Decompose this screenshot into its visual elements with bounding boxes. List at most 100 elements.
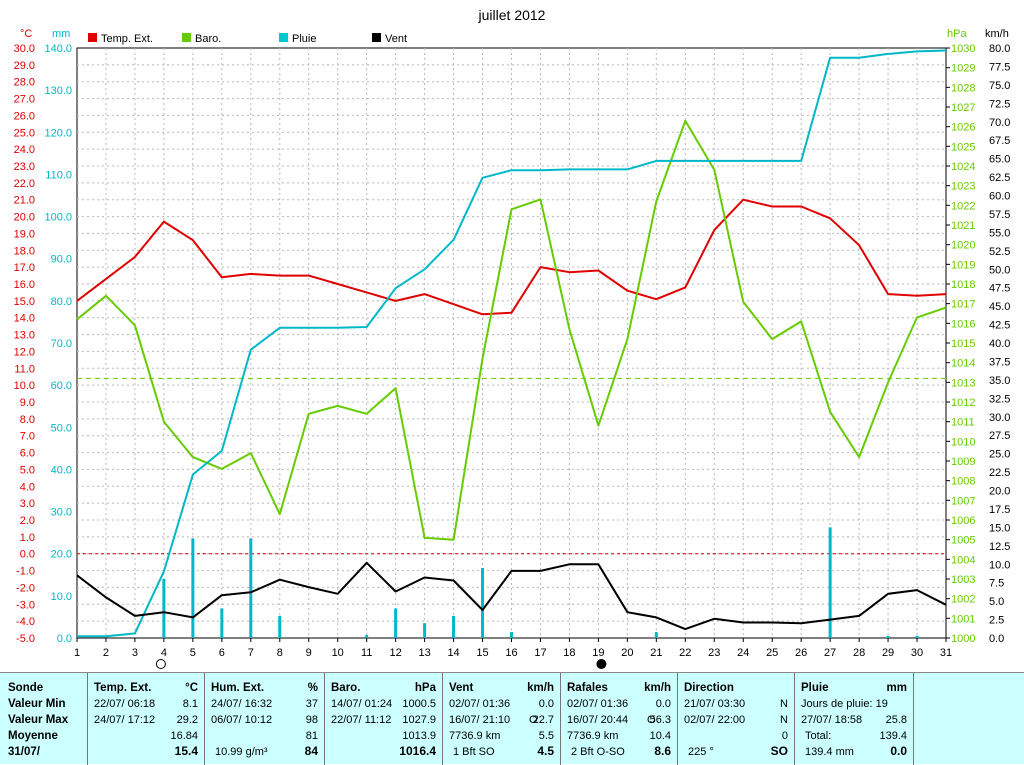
wind-tick-label: 40.0	[989, 338, 1010, 350]
rain-tick-label: 50.0	[51, 422, 72, 434]
rain-bars	[162, 527, 919, 638]
temp-current: 15.4	[174, 744, 198, 758]
legend-rain-swatch	[279, 33, 288, 42]
baro-axis-unit: hPa	[947, 28, 967, 40]
x-tick-label: 20	[621, 647, 633, 659]
series-line-temp	[76, 198, 947, 316]
temp-tick-label: 2.0	[20, 515, 35, 527]
gust-average: 10.4	[649, 730, 671, 742]
x-tick-label: 12	[390, 647, 402, 659]
x-tick-label: 7	[248, 647, 254, 659]
baro-tick-label: 1016	[951, 318, 975, 330]
wind-tick-label: 67.5	[989, 135, 1010, 147]
gust-max-direction: O	[647, 714, 656, 726]
x-tick-label: 26	[795, 647, 807, 659]
rain-unit: mm	[886, 682, 907, 694]
sonde-row-max: Valeur Max	[8, 714, 69, 726]
gust-current: 8.6	[654, 744, 671, 758]
gust-max-value: 56.3	[649, 714, 671, 726]
baro-tick-label: 1022	[951, 200, 975, 212]
rain-tick-label: 120.0	[44, 127, 72, 139]
baro-tick-label: 1005	[951, 535, 975, 547]
direction-header: Direction	[684, 682, 734, 694]
sonde-header: Sonde	[8, 682, 44, 694]
wind-tick-label: 60.0	[989, 191, 1010, 203]
wind-tick-label: 80.0	[989, 43, 1010, 55]
legend-baro-swatch	[182, 33, 191, 42]
rain-tick-label: 110.0	[45, 169, 72, 181]
rain-bar	[915, 635, 919, 638]
series-lines	[76, 49, 947, 638]
gust-distance: 7736.9 km	[567, 730, 619, 742]
baro-tick-label: 1010	[951, 436, 975, 448]
rain-bar	[510, 632, 513, 638]
rain-bar	[828, 527, 832, 638]
legend-wind-label: Vent	[385, 33, 407, 45]
wind-current: 4.5	[537, 744, 554, 758]
temp-tick-label: 20.0	[14, 212, 35, 224]
grid	[76, 47, 947, 639]
baro-min-value: 1000.5	[402, 698, 436, 710]
wind-section: Vent km/h 02/07/ 01:36 0.0 16/07/ 21:10 …	[443, 673, 561, 765]
wind-tick-label: 15.0	[989, 522, 1010, 534]
wind-tick-label: 0.0	[989, 633, 1004, 645]
temp-tick-label: 14.0	[14, 313, 35, 325]
x-tick-label: 23	[708, 647, 720, 659]
wind-axis-unit: km/h	[985, 28, 1009, 40]
x-tick-label: 18	[563, 647, 575, 659]
wind-tick-label: 75.0	[989, 80, 1010, 92]
wind-beaufort: 1 Bft SO	[453, 746, 495, 758]
wind-max-date: 16/07/ 21:10	[449, 714, 511, 726]
gust-header: Rafales	[567, 682, 608, 694]
temp-tick-label: -4.0	[16, 616, 35, 628]
wind-tick-label: 62.5	[989, 172, 1010, 184]
rain-bar	[191, 538, 195, 638]
baro-tick-label: 1002	[951, 594, 975, 606]
temp-tick-label: 29.0	[14, 60, 35, 72]
right-axes: 1000 1001 1002 1003 1004 1005 1006 1007 1008 1009…	[946, 43, 1010, 645]
rain-header: Pluie	[801, 682, 829, 694]
rain-bar	[452, 615, 456, 638]
wind-header: Vent	[449, 682, 474, 694]
left-axes: -5.0 -4.0 -3.0 -2.0 -1.0 0.0 1.0 2.0 3.0 4.0 5.0 6.…	[14, 43, 72, 645]
wind-tick-label: 20.0	[989, 486, 1010, 498]
humidity-section: Hum. Ext. % 24/07/ 16:32 37 06/07/ 10:12…	[205, 673, 325, 765]
baro-tick-label: 1023	[951, 181, 975, 193]
temp-tick-label: 28.0	[14, 77, 35, 89]
x-tick-label: 2	[103, 647, 109, 659]
legend-baro-label: Baro.	[195, 33, 221, 45]
wind-min-date: 02/07/ 01:36	[449, 698, 511, 710]
temp-tick-label: 12.0	[14, 346, 35, 358]
baro-tick-label: 1006	[951, 515, 975, 527]
sonde-row-current: 31/07/	[8, 746, 40, 758]
rain-current: 0.0	[890, 744, 907, 758]
temp-tick-label: 18.0	[14, 245, 35, 257]
chart-title: juillet 2012	[478, 7, 546, 23]
x-tick-label: 24	[737, 647, 749, 659]
temp-tick-label: 13.0	[14, 330, 35, 342]
wind-tick-label: 52.5	[989, 246, 1010, 258]
wind-unit: km/h	[527, 682, 554, 694]
wind-tick-label: 5.0	[989, 596, 1004, 608]
hum-min-date: 24/07/ 16:32	[211, 698, 273, 710]
x-tick-label: 8	[277, 647, 283, 659]
wind-average: 5.5	[538, 730, 554, 742]
rain-bar	[220, 608, 224, 638]
wind-tick-label: 30.0	[989, 412, 1010, 424]
wind-tick-label: 12.5	[989, 541, 1010, 553]
x-tick-label: 16	[505, 647, 517, 659]
baro-tick-label: 1015	[951, 338, 975, 350]
baro-tick-label: 1018	[951, 279, 975, 291]
wind-max-direction: O	[529, 714, 538, 726]
series-line-wind	[76, 561, 947, 631]
temp-average: 16.84	[170, 730, 198, 742]
direction-average: 0	[781, 730, 788, 742]
temp-header: Temp. Ext.	[94, 682, 152, 694]
direction-min-date: 21/07/ 03:30	[684, 698, 746, 710]
temp-section: Temp. Ext. °C 22/07/ 06:18 8.1 24/07/ 17…	[88, 673, 205, 765]
temp-tick-label: 25.0	[14, 127, 35, 139]
baro-section: Baro. hPa 14/07/ 01:24 1000.5 22/07/ 11:…	[325, 673, 443, 765]
gust-min-value: 0.0	[655, 698, 671, 710]
rain-tick-label: 100.0	[44, 212, 72, 224]
x-tick-label: 10	[332, 647, 344, 659]
